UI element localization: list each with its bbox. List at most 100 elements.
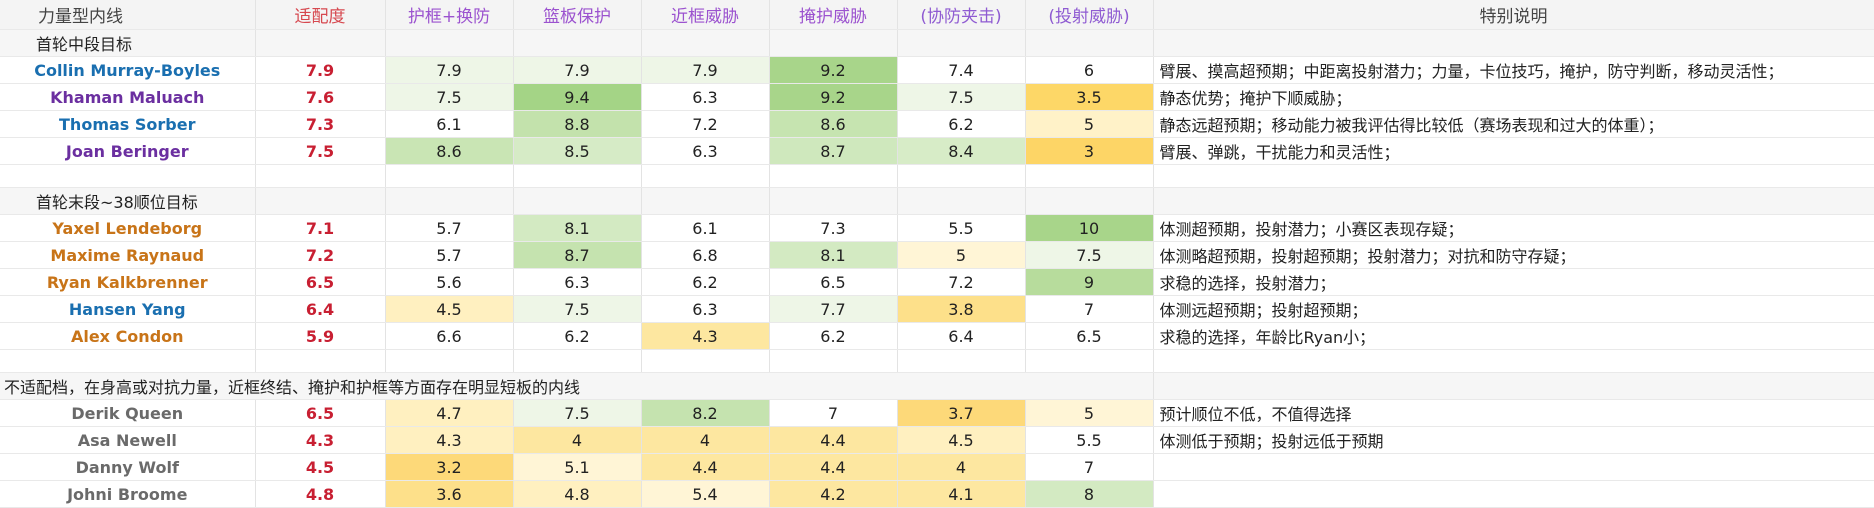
- note-text: 静态远超预期；移动能力被我评估得比较低（赛场表现和过大的体重）；: [1153, 110, 1874, 138]
- empty-cell: [513, 29, 642, 57]
- inside-score: 6.3: [641, 137, 770, 165]
- fit-score: 7.2: [255, 241, 386, 269]
- empty-cell: [513, 349, 642, 373]
- rim-switch-score: 8.6: [385, 137, 514, 165]
- shooting-score: 7: [1025, 295, 1154, 323]
- empty-cell: [1025, 29, 1154, 57]
- header-fit: 适配度: [255, 0, 386, 30]
- inside-score: 4.4: [641, 453, 770, 481]
- note-text: [1153, 480, 1874, 508]
- table-row: Derik Queen 6.5 4.7 7.5 8.2 7 3.7 5 预计顺位不低，不值得选择: [0, 399, 1874, 427]
- header-rebound: 篮板保护: [513, 0, 642, 30]
- header-shooting: (投射威胁): [1025, 0, 1154, 30]
- section-header-row: 首轮末段~38顺位目标: [0, 187, 1874, 215]
- rebound-score: 9.4: [513, 83, 642, 111]
- inside-score: 5.4: [641, 480, 770, 508]
- spacer-row: [0, 164, 1874, 188]
- rim-switch-score: 7.9: [385, 56, 514, 84]
- empty-cell: [255, 187, 386, 215]
- help-def-score: 4.1: [897, 480, 1026, 508]
- player-name: Joan Beringer: [0, 137, 256, 165]
- fit-score: 7.3: [255, 110, 386, 138]
- empty-cell: [513, 187, 642, 215]
- shooting-score: 5.5: [1025, 426, 1154, 454]
- note-text: 体测超预期，投射潜力；小赛区表现存疑；: [1153, 214, 1874, 242]
- empty-cell: [1153, 29, 1874, 57]
- rebound-score: 7.5: [513, 399, 642, 427]
- inside-score: 8.2: [641, 399, 770, 427]
- screen-score: 9.2: [769, 56, 898, 84]
- player-name: Yaxel Lendeborg: [0, 214, 256, 242]
- rebound-score: 5.1: [513, 453, 642, 481]
- table-row: Joan Beringer 7.5 8.6 8.5 6.3 8.7 8.4 3 臂展、弹跳，干扰…: [0, 137, 1874, 165]
- empty-cell: [641, 349, 770, 373]
- player-name: Asa Newell: [0, 426, 256, 454]
- note-text: 求稳的选择，年龄比Ryan小；: [1153, 322, 1874, 350]
- shooting-score: 3: [1025, 137, 1154, 165]
- player-name: Collin Murray-Boyles: [0, 56, 256, 84]
- help-def-score: 7.4: [897, 56, 1026, 84]
- rebound-score: 8.8: [513, 110, 642, 138]
- shooting-score: 10: [1025, 214, 1154, 242]
- rim-switch-score: 7.5: [385, 83, 514, 111]
- inside-score: 4: [641, 426, 770, 454]
- table-row: Khaman Maluach 7.6 7.5 9.4 6.3 9.2 7.5 3.5 静态优势；…: [0, 83, 1874, 111]
- note-text: 体测略超预期，投射超预期；投射潜力；对抗和防守存疑；: [1153, 241, 1874, 269]
- help-def-score: 5.5: [897, 214, 1026, 242]
- empty-cell: [1025, 187, 1154, 215]
- inside-score: 6.3: [641, 295, 770, 323]
- help-def-score: 6.2: [897, 110, 1026, 138]
- empty-cell: [1153, 372, 1874, 400]
- note-text: 臂展、摸高超预期；中距离投射潜力；力量，卡位技巧，掩护，防守判断，移动灵活性；: [1153, 56, 1874, 84]
- empty-cell: [255, 164, 386, 188]
- empty-cell: [385, 164, 514, 188]
- table-row: Collin Murray-Boyles 7.9 7.9 7.9 7.9 9.2 7.4 6 臂…: [0, 56, 1874, 84]
- empty-cell: [255, 29, 386, 57]
- inside-score: 6.1: [641, 214, 770, 242]
- screen-score: 7.7: [769, 295, 898, 323]
- help-def-score: 7.2: [897, 268, 1026, 296]
- rebound-score: 7.9: [513, 56, 642, 84]
- empty-cell: [255, 349, 386, 373]
- screen-score: 4.2: [769, 480, 898, 508]
- fit-score: 6.5: [255, 268, 386, 296]
- player-name: Khaman Maluach: [0, 83, 256, 111]
- inside-score: 6.3: [641, 83, 770, 111]
- shooting-score: 5: [1025, 399, 1154, 427]
- screen-score: 7.3: [769, 214, 898, 242]
- section-title: 不适配档，在身高或对抗力量，近框终结、掩护和护框等方面存在明显短板的内线: [0, 372, 1154, 400]
- table-row: Hansen Yang 6.4 4.5 7.5 6.3 7.7 3.8 7 体测远超预期；投射超…: [0, 295, 1874, 323]
- section-header-row: 不适配档，在身高或对抗力量，近框终结、掩护和护框等方面存在明显短板的内线: [0, 372, 1874, 400]
- player-name: Thomas Sorber: [0, 110, 256, 138]
- rebound-score: 6.2: [513, 322, 642, 350]
- screen-score: 7: [769, 399, 898, 427]
- empty-cell: [385, 29, 514, 57]
- table-body: 首轮中段目标 Collin Murray-Boyles 7.9 7.9 7.9 7.9 9.…: [0, 29, 1874, 508]
- shooting-score: 8: [1025, 480, 1154, 508]
- player-name: Danny Wolf: [0, 453, 256, 481]
- empty-cell: [897, 164, 1026, 188]
- empty-cell: [385, 349, 514, 373]
- section-title: 首轮中段目标: [0, 29, 256, 57]
- help-def-score: 6.4: [897, 322, 1026, 350]
- rim-switch-score: 3.6: [385, 480, 514, 508]
- fit-score: 4.5: [255, 453, 386, 481]
- empty-cell: [769, 187, 898, 215]
- player-name: Ryan Kalkbrenner: [0, 268, 256, 296]
- rim-switch-score: 4.7: [385, 399, 514, 427]
- player-name: Johni Broome: [0, 480, 256, 508]
- table-row: Maxime Raynaud 7.2 5.7 8.7 6.8 8.1 5 7.5 体测略超预期，…: [0, 241, 1874, 269]
- table-row: Asa Newell 4.3 4.3 4 4 4.4 4.5 5.5 体测低于预期；投射远低于预…: [0, 426, 1874, 454]
- screen-score: 9.2: [769, 83, 898, 111]
- header-screen: 掩护威胁: [769, 0, 898, 30]
- empty-cell: [1025, 349, 1154, 373]
- rim-switch-score: 6.6: [385, 322, 514, 350]
- empty-cell: [1153, 164, 1874, 188]
- shooting-score: 5: [1025, 110, 1154, 138]
- header-row: 力量型内线 适配度 护框+换防 篮板保护 近框威胁 掩护威胁 (协防夹击) (投…: [0, 0, 1874, 30]
- fit-score: 7.5: [255, 137, 386, 165]
- empty-cell: [1153, 187, 1874, 215]
- table-row: Yaxel Lendeborg 7.1 5.7 8.1 6.1 7.3 5.5 10 体测超预期…: [0, 214, 1874, 242]
- table-row: Ryan Kalkbrenner 6.5 5.6 6.3 6.2 6.5 7.2 9 求稳的选择…: [0, 268, 1874, 296]
